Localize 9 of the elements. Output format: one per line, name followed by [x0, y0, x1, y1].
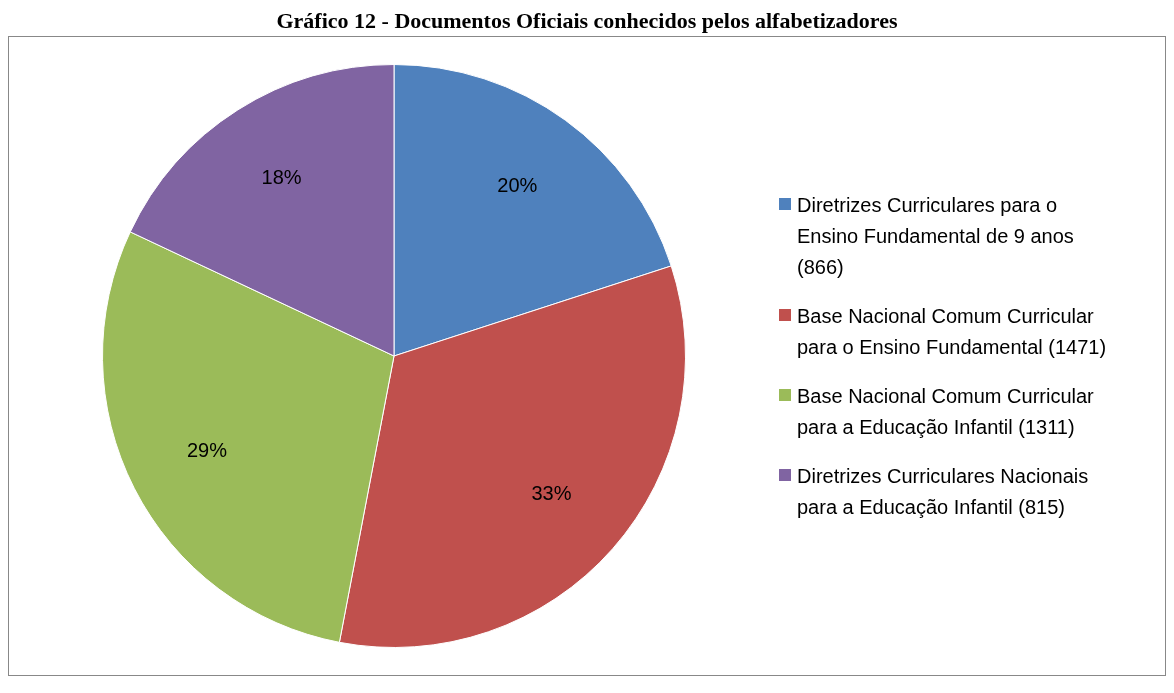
data-label: 18%	[261, 166, 302, 189]
legend-label: Diretrizes Curriculares Nacionais para a Educação Infantil (815)	[797, 463, 1090, 520]
data-label: 20%	[497, 173, 538, 196]
data-label: 29%	[186, 438, 228, 461]
legend-label: Base Nacional Comum Curricular para a Educação Infantil (1311)	[797, 383, 1095, 440]
legend-label: Base Nacional Comum Curricular para o Ensino Fundamental (1471)	[797, 303, 1108, 360]
legend-label: Diretrizes Curriculares para o Ensino Fundamental de 9 anos (866)	[797, 192, 1075, 280]
data-label: 33%	[531, 482, 572, 505]
chart-title: Gráfico 12 - Documentos Oficiais conhecidos pelos alfabetizadores	[275, 8, 899, 35]
